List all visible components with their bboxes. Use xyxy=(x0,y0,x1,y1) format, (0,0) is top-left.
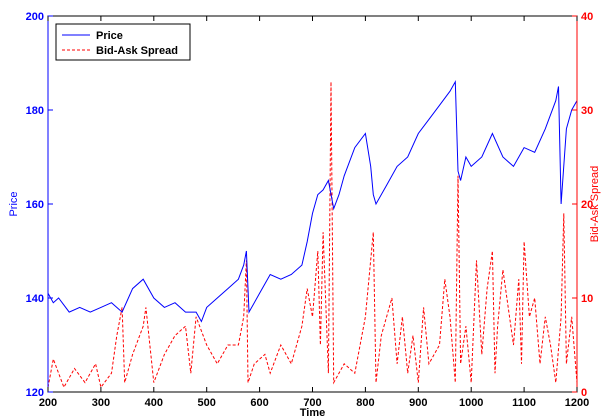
y-right-tick-label: 20 xyxy=(581,199,593,211)
axes: 200 300 400 500 600 700 800 900 1000 1100 12001201… xyxy=(8,11,601,418)
x-tick-label: 800 xyxy=(356,397,374,409)
y-left-tick-label: 180 xyxy=(26,105,44,117)
x-tick-label: 1200 xyxy=(565,397,589,409)
plot-frame xyxy=(47,15,578,393)
series-line-spread xyxy=(47,81,578,389)
x-tick-label: 900 xyxy=(409,397,427,409)
x-tick-label: 700 xyxy=(303,397,321,409)
legend-label-price: Price xyxy=(96,30,123,42)
legend-box xyxy=(55,23,191,61)
x-tick-label: 200 xyxy=(39,397,57,409)
x-tick-label: 300 xyxy=(92,397,110,409)
y-left-tick-label: 200 xyxy=(26,11,44,23)
y-right-tick-label: 0 xyxy=(581,387,587,399)
y-right-tick-label: 40 xyxy=(581,11,593,23)
x-tick-label: 400 xyxy=(145,397,163,409)
x-axis-title: Time xyxy=(300,407,325,418)
y-left-tick-label: 120 xyxy=(26,387,44,399)
y-left-axis-title: Price xyxy=(8,191,20,216)
x-tick-label: 600 xyxy=(250,397,268,409)
plot-area xyxy=(47,79,578,389)
series-line-price xyxy=(47,79,578,323)
x-tick-label: 500 xyxy=(198,397,216,409)
x-tick-label: 1100 xyxy=(512,397,536,409)
legend-label-spread: Bid-Ask Spread xyxy=(96,45,178,57)
legend: Price Bid-Ask Spread xyxy=(55,23,191,61)
y-right-axis-title: Bid-Ask Spread xyxy=(589,166,601,242)
y-right-tick-label: 30 xyxy=(581,105,593,117)
y-left-tick-label: 140 xyxy=(26,293,44,305)
y-left-tick-label: 160 xyxy=(26,199,44,211)
x-tick-label: 1000 xyxy=(459,397,483,409)
y-right-tick-label: 10 xyxy=(581,293,593,305)
